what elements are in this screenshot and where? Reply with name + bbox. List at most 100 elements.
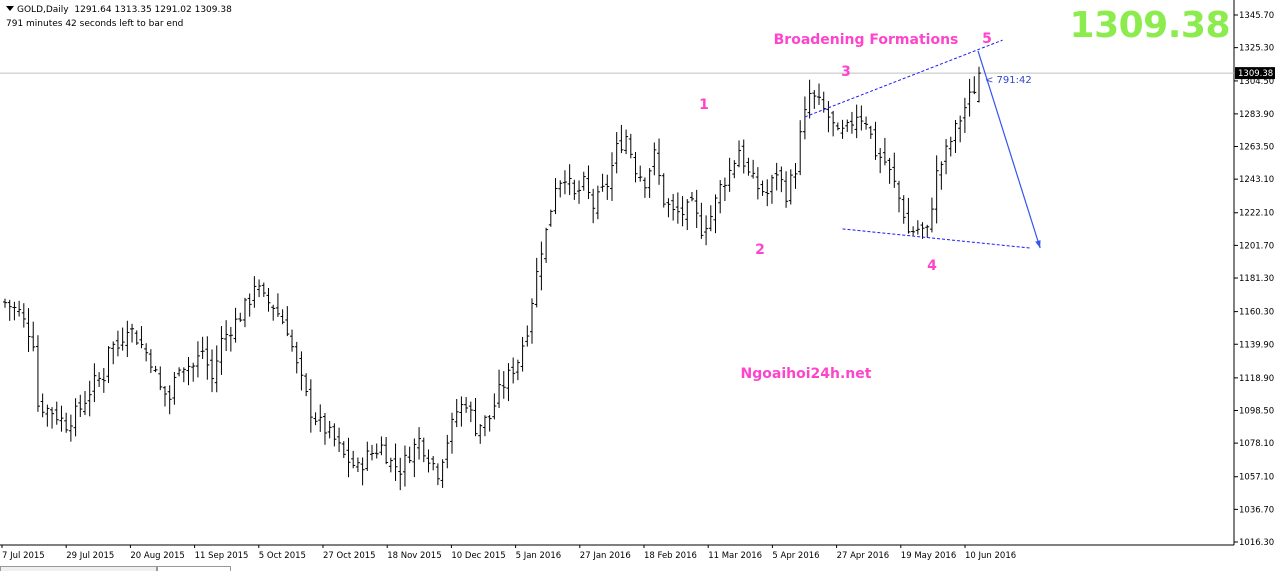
ohlc-bar [21,303,26,328]
ohlc-bar [511,357,516,384]
date-tick-label: 7 Jul 2015 [2,551,45,561]
ohlc-bar [501,371,506,399]
price-tick-label: 1181.30 [1239,274,1274,284]
ohlc-bar [158,366,163,391]
date-tick-label: 29 Jul 2015 [66,551,114,561]
ohlc-bar [977,66,981,103]
chart-tab-active[interactable] [157,566,231,571]
ohlc-bar [779,166,784,193]
ohlc-bar [450,412,455,454]
ohlc-bar [294,341,299,374]
ohlc-bar [214,345,219,393]
ohlc-bar [878,148,883,174]
ohlc-bar [944,139,949,175]
ohlc-bar [17,300,22,317]
price-tick-label: 1263.50 [1239,143,1274,153]
ohlc-bar [577,180,582,204]
ohlc-bar [520,336,525,372]
ohlc-bar [864,116,869,130]
ohlc-bar [40,393,45,418]
ohlc-bar [280,309,285,325]
ohlc-bar [125,320,130,358]
projection-arrow[interactable] [977,50,1041,249]
ohlc-bar [459,396,464,427]
ohlc-bar [101,367,106,393]
ohlc-bar [746,157,751,176]
ohlc-bar [271,304,276,321]
ohlc-bar [685,199,690,231]
ohlc-bar [737,140,742,168]
ohlc-bar [915,220,920,235]
ohlc-bar [379,436,384,456]
wave-label: 2 [755,242,765,258]
ohlc-bar [840,119,845,139]
ohlc-bar [492,393,497,420]
ohlc-bar [426,449,431,473]
ohlc-bar [817,83,822,105]
ohlc-bar [849,111,854,134]
ohlc-bar [106,346,111,384]
ohlc-bar [958,115,963,143]
date-tick-label: 5 Oct 2015 [259,551,306,561]
ohlc-bar [925,224,930,238]
upper-trendline[interactable] [804,39,1003,118]
chart-tab-1[interactable] [0,566,157,571]
ohlc-bar [219,326,224,375]
ohlc-bar [200,336,205,360]
ohlc-bar [355,457,360,473]
ohlc-bar [873,121,878,160]
ohlc-bar [97,372,102,387]
ohlc-bar [638,165,643,182]
ohlc-bar [788,169,793,205]
ohlc-bar [482,415,487,437]
current-price-label: 1309.38 [1238,69,1273,79]
price-tick-label: 1243.10 [1239,175,1274,185]
ohlc-bar [831,110,836,137]
ohlc-bar [515,359,520,381]
symbol-label: GOLD,Daily [17,5,69,15]
ohlc-bar [318,404,323,432]
price-tick-label: 1304.50 [1239,77,1274,87]
ohlc-bar [59,405,64,432]
ohlc-bar [82,391,87,416]
ohlc-bar [487,414,492,432]
ohlc-bar [929,197,934,233]
ohlc-bar [191,362,196,382]
ohlc-bar [713,194,718,234]
ohlc-bar [35,335,40,412]
symbol-header: GOLD,Daily 1291.64 1313.35 1291.02 1309.… [6,5,232,15]
ohlc-bar [911,226,916,236]
ohlc-bar [807,79,812,119]
ohlc-bar [304,373,309,397]
ohlc-bar [130,323,135,343]
ohlc-bar [238,312,243,323]
price-tick-label: 1016.30 [1239,538,1274,548]
ohlc-bar [699,202,704,239]
ohlc-bar [859,105,864,131]
ohlc-bar [384,437,389,465]
ohlc-bar [64,412,69,433]
price-tick-label: 1098.50 [1239,406,1274,416]
ohlc-bar [266,287,271,312]
ohlc-bar [826,101,831,133]
price-tick-label: 1222.10 [1239,209,1274,219]
ohlc-bar [417,427,422,460]
ohlc-bar [948,136,953,157]
ohlc-bar [854,104,859,139]
ohlc-bar [308,379,313,433]
ohlc-bar [529,298,534,344]
ohlc-bar [195,341,200,378]
price-tick-label: 1057.10 [1239,473,1274,483]
ohlc-bar [732,160,737,179]
ohlc-bar [407,446,412,464]
dropdown-triangle-icon[interactable] [6,6,14,11]
price-tick-label: 1118.90 [1239,374,1274,384]
ohlc-bar [680,196,685,227]
lower-trendline[interactable] [842,228,1031,249]
ohlc-bar [374,443,379,459]
ohlc-bar [285,306,290,337]
ohlc-bar [647,168,652,198]
ohlc-bar [727,157,732,192]
